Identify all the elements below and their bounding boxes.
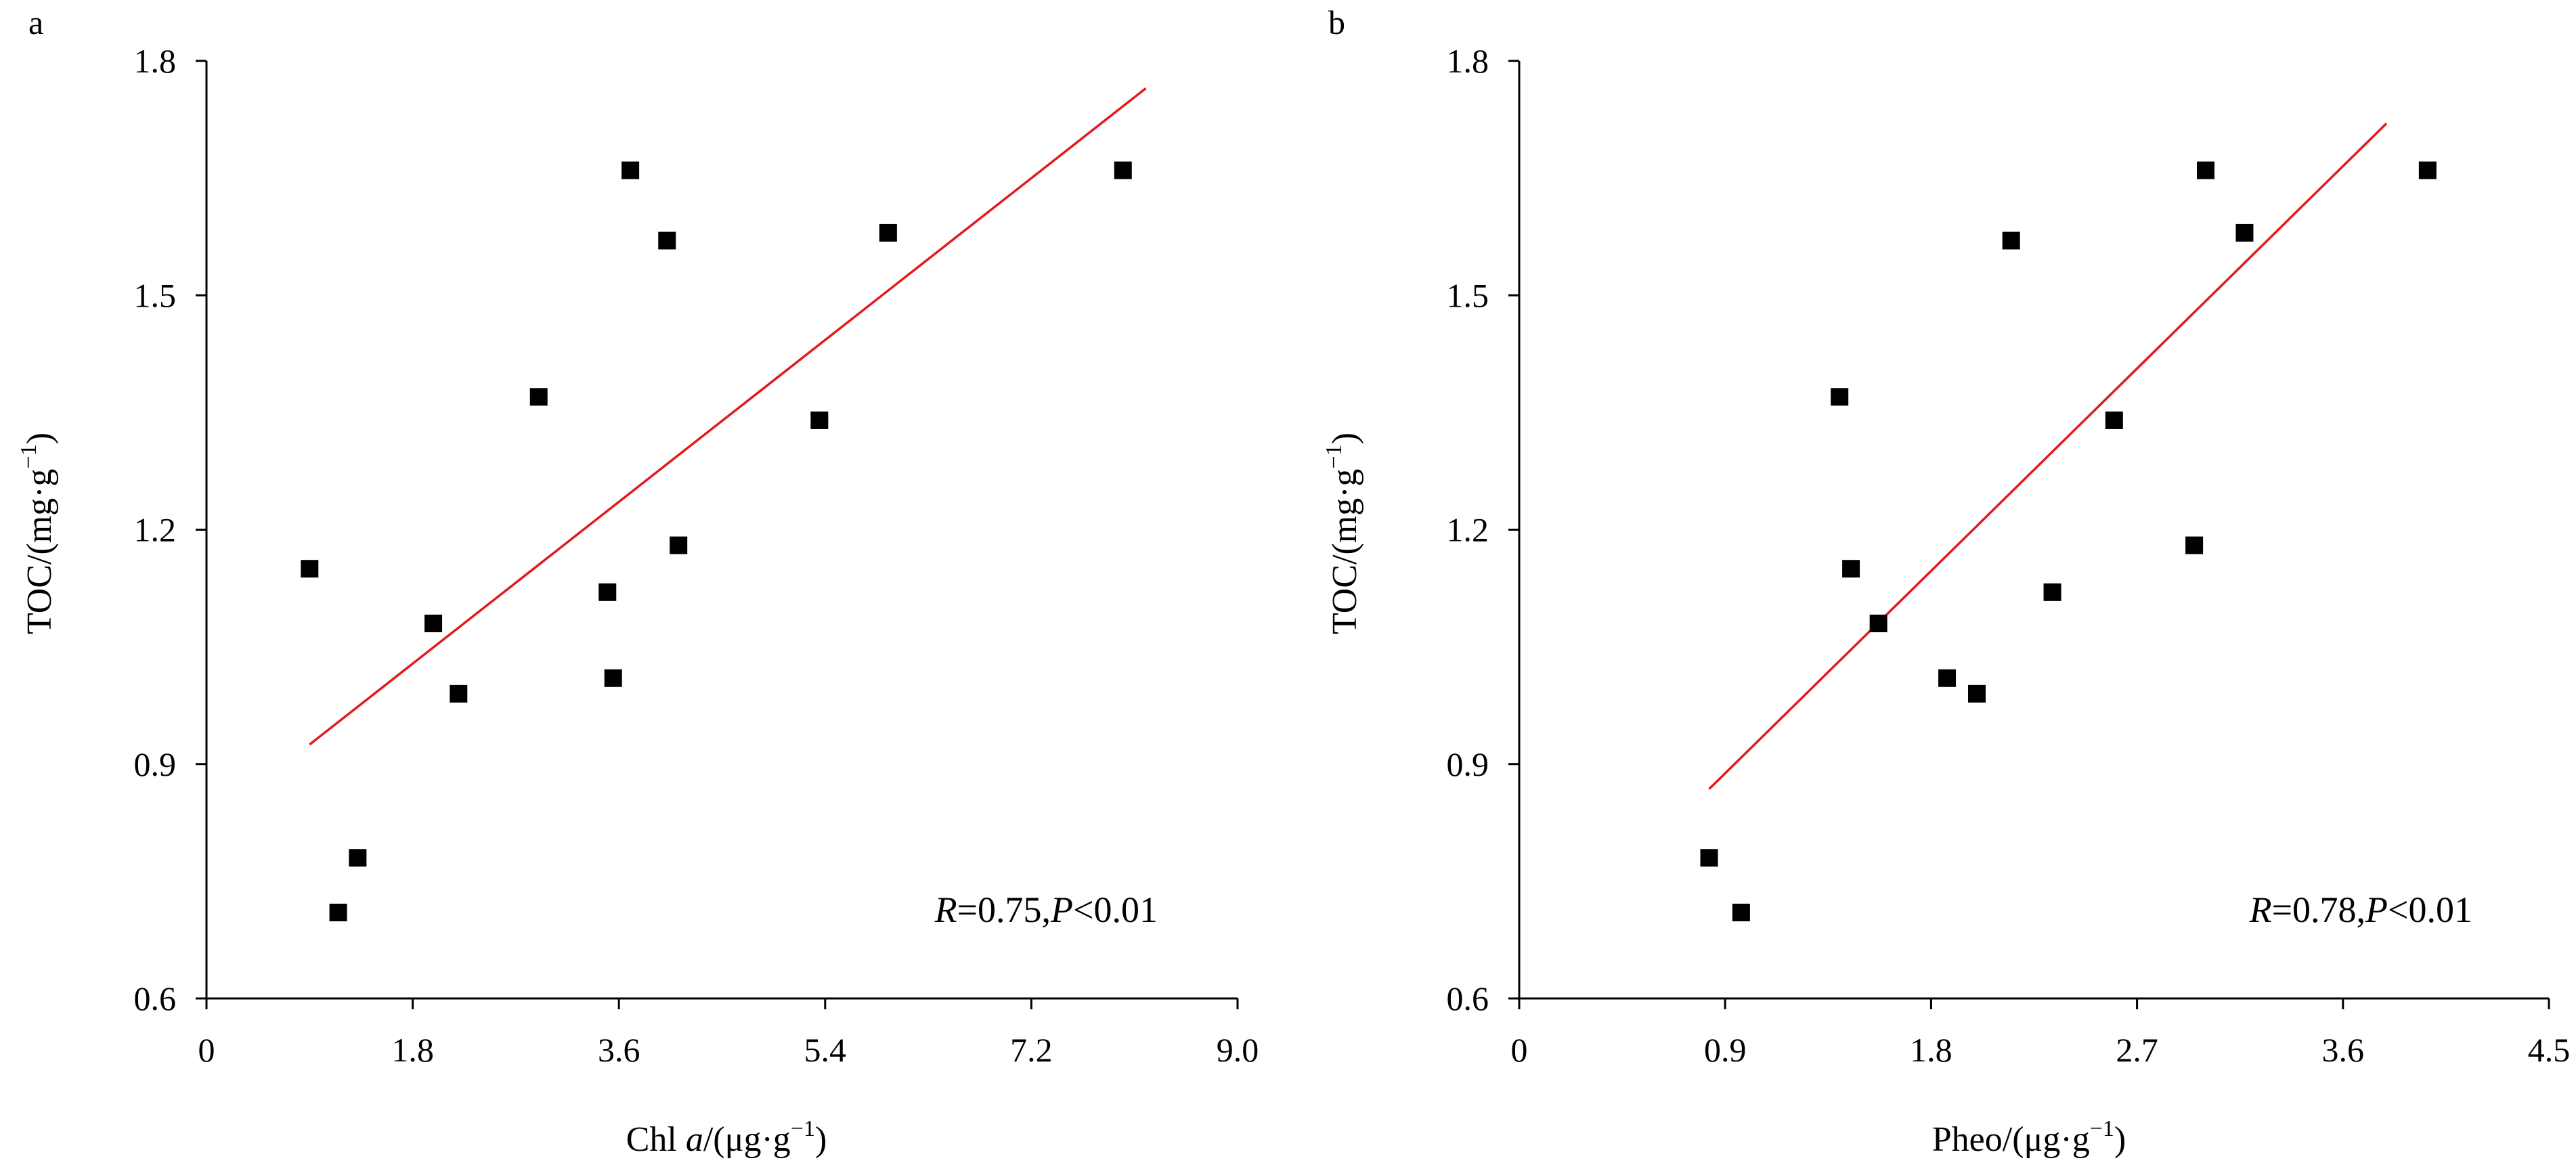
- y-tick-label-a: 0.9: [134, 745, 177, 783]
- panel-label-b: b: [1328, 3, 1345, 41]
- data-point-a: [329, 904, 347, 922]
- x-tick-label-a: 9.0: [1217, 1031, 1259, 1069]
- x-tick-label-b: 0.9: [1704, 1031, 1747, 1069]
- data-point-b: [1842, 560, 1860, 578]
- stat-annotation-a: R=0.75,P<0.01: [934, 889, 1158, 930]
- stat-r-symbol-b: R: [2249, 889, 2272, 930]
- stat-p-value-a: <0.01: [1073, 889, 1158, 930]
- x-axis-label-a-close: ): [815, 1120, 827, 1159]
- x-tick-label-b: 0: [1511, 1031, 1528, 1069]
- x-tick-label-a: 5.4: [804, 1031, 847, 1069]
- x-tick-label-a: 3.6: [598, 1031, 640, 1069]
- x-tick-label-a: 0: [198, 1031, 215, 1069]
- data-point-b: [2185, 536, 2204, 554]
- y-tick-label-a: 1.2: [134, 511, 177, 549]
- y-axis-label-b-sup: −1: [1322, 444, 1347, 468]
- data-point-a: [450, 684, 468, 703]
- data-point-a: [424, 615, 443, 632]
- stat-annotation-b: R=0.78,P<0.01: [2249, 889, 2472, 930]
- data-point-b: [2105, 411, 2123, 429]
- y-axis-label-a: TOC/(mg·g−1): [16, 433, 59, 634]
- x-tick-label-b: 1.8: [1910, 1031, 1952, 1069]
- stat-p-symbol-a: P: [1050, 889, 1073, 930]
- x-axis-label-b-sup: −1: [2090, 1116, 2114, 1141]
- x-axis-label-b-pre: Pheo/(μg·g: [1932, 1120, 2090, 1159]
- data-point-b: [1869, 615, 1887, 632]
- y-axis-label-b-close: ): [1326, 433, 1364, 444]
- data-point-b: [2043, 583, 2061, 601]
- data-point-b: [1938, 669, 1957, 687]
- stat-r-symbol-a: R: [934, 889, 957, 930]
- x-axis-label-b-close: ): [2114, 1120, 2126, 1159]
- data-point-a: [658, 232, 676, 250]
- y-tick-label-a: 1.8: [134, 42, 177, 80]
- x-tick-label-a: 1.8: [391, 1031, 434, 1069]
- y-axis-label-b-main: TOC/(mg·g: [1326, 468, 1364, 634]
- x-axis-label-b: Pheo/(μg·g−1): [1932, 1116, 2126, 1159]
- data-point-a: [598, 583, 617, 601]
- y-axis-label-a-close: ): [20, 433, 59, 444]
- data-point-a: [670, 536, 688, 554]
- y-axis-label-a-main: TOC/(mg·g: [20, 468, 59, 634]
- y-tick-label-b: 1.8: [1447, 42, 1489, 80]
- x-tick-label-a: 7.2: [1010, 1031, 1053, 1069]
- stat-r-value-a: =0.75,: [957, 889, 1051, 930]
- data-point-b: [1700, 849, 1718, 867]
- x-axis-label-a: Chl a/(μg·g−1): [626, 1116, 827, 1159]
- panel-a: a TOC/(mg·g−1) Chl a/(μg·g−1) R=0.75,P<0…: [16, 3, 1259, 1159]
- data-point-a: [301, 560, 319, 578]
- data-point-b: [1732, 904, 1750, 922]
- data-point-b: [2002, 232, 2020, 250]
- panel-b: b TOC/(mg·g−1) Pheo/(μg·g−1) R=0.78,P<0.…: [1322, 3, 2570, 1159]
- data-point-b: [1831, 388, 1849, 406]
- data-point-b: [2235, 223, 2254, 242]
- data-point-a: [1114, 161, 1132, 179]
- data-point-a: [529, 388, 548, 406]
- data-point-a: [810, 411, 829, 429]
- data-point-a: [621, 161, 640, 179]
- y-tick-label-a: 0.6: [134, 979, 177, 1017]
- panel-label-a: a: [28, 3, 43, 41]
- data-point-a: [604, 669, 622, 687]
- regression-line-a: [309, 87, 1147, 746]
- data-point-b: [1968, 684, 1986, 703]
- y-tick-label-b: 0.9: [1447, 745, 1489, 783]
- stat-p-value-b: <0.01: [2388, 889, 2472, 930]
- x-tick-label-b: 3.6: [2322, 1031, 2365, 1069]
- data-point-b: [2197, 161, 2214, 179]
- data-point-b: [2418, 161, 2437, 179]
- data-point-a: [349, 849, 367, 867]
- x-axis-label-a-italic: a: [686, 1120, 703, 1159]
- y-tick-label-b: 0.6: [1447, 979, 1489, 1017]
- y-tick-label-a: 1.5: [134, 276, 177, 314]
- x-axis-label-a-pre: Chl: [626, 1120, 686, 1159]
- y-tick-label-b: 1.5: [1447, 276, 1489, 314]
- x-tick-label-b: 2.7: [2116, 1031, 2158, 1069]
- y-tick-label-b: 1.2: [1447, 511, 1489, 549]
- y-axis-label-a-sup: −1: [16, 444, 41, 468]
- data-point-a: [879, 223, 897, 242]
- regression-line-b: [1708, 123, 2388, 790]
- x-axis-label-a-post: /(μg·g: [703, 1120, 791, 1159]
- stat-p-symbol-b: P: [2365, 889, 2388, 930]
- stat-r-value-b: =0.78,: [2272, 889, 2365, 930]
- x-tick-label-b: 4.5: [2528, 1031, 2571, 1069]
- y-axis-label-b: TOC/(mg·g−1): [1322, 433, 1364, 634]
- x-axis-label-a-sup: −1: [791, 1116, 815, 1141]
